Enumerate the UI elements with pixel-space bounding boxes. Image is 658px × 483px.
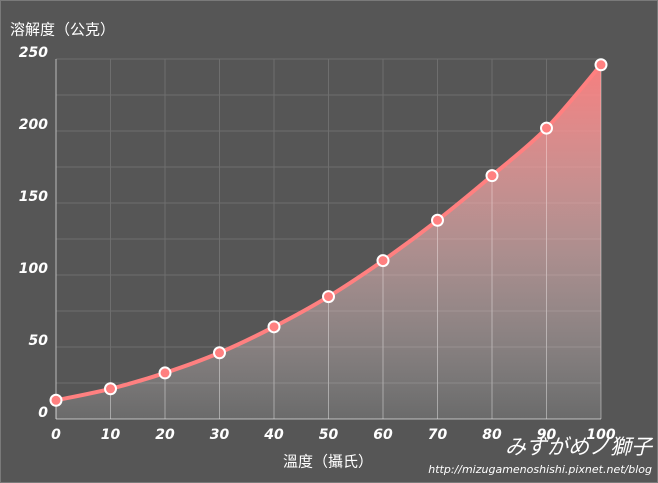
area: [56, 64, 601, 419]
x-tick-label: 80: [482, 427, 502, 443]
x-tick-label: 10: [101, 427, 121, 443]
x-tick-label: 90: [537, 427, 557, 443]
x-tick-label: 70: [428, 427, 448, 443]
x-tick-label: 40: [263, 427, 284, 443]
point: [49, 393, 63, 407]
x-tick-label: 60: [373, 427, 393, 443]
point: [376, 254, 390, 268]
x-axis-label: 溫度（攝氏）: [283, 453, 373, 471]
point: [213, 346, 226, 360]
y-tick-label: 200: [19, 117, 48, 133]
point: [104, 382, 117, 396]
point: [267, 320, 281, 334]
y-axis-label: 溶解度（公克）: [10, 21, 115, 39]
y-tick-label: 250: [19, 45, 48, 61]
x-tick-label: 20: [155, 427, 175, 443]
watermark: みずがめノ獅子: [505, 435, 654, 459]
y-tick-label: 50: [29, 333, 49, 349]
point: [322, 290, 335, 304]
x-tick-label: 50: [319, 427, 339, 443]
y-tick-label: 0: [38, 405, 48, 421]
point: [594, 58, 608, 72]
x-tick-label: 30: [210, 427, 230, 443]
x-tick-label: 100: [586, 427, 615, 443]
point: [485, 169, 499, 183]
point: [158, 366, 172, 380]
point: [540, 121, 553, 135]
point: [431, 213, 444, 227]
watermark-url: http://mizugamenoshishi.pixnet.net/blog: [428, 463, 652, 476]
y-tick-label: 100: [19, 261, 48, 277]
line: [54, 62, 603, 403]
y-tick-label: 150: [19, 189, 48, 205]
x-tick-label: 0: [51, 427, 61, 443]
